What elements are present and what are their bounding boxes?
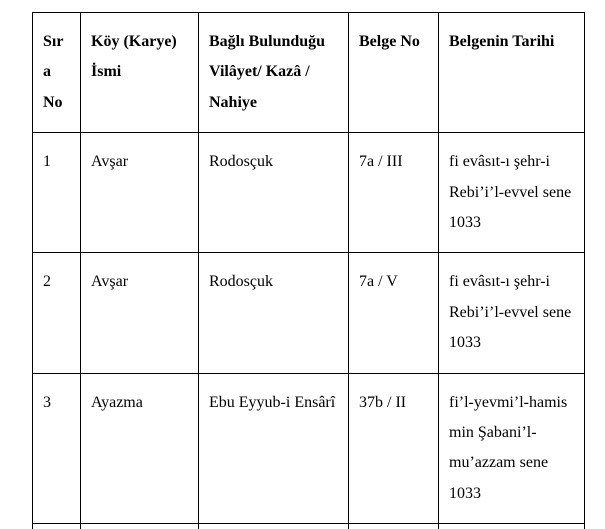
cell-bagli: Rodosçuk (199, 524, 349, 529)
cell-belge: 7a / V (349, 253, 439, 373)
cell-bagli: Rodosçuk (199, 253, 349, 373)
table-row: 2 Avşar Rodosçuk 7a / V fi evâsıt-ı şehr… (33, 253, 585, 373)
cell-sira: 2 (33, 253, 81, 373)
cell-sira: 4 (33, 524, 81, 529)
table-row: 3 Ayazma Ebu Eyyub-i Ensârî 37b / II fi’… (33, 373, 585, 524)
table-header-row: Sıra No Köy (Karye) İsmi Bağlı Bulunduğu… (33, 13, 585, 133)
cell-tarih: fi’l-yevmi’l-hamis min Şabani’l-mu’azzam… (439, 373, 585, 524)
cell-tarih: fi evâsıt-ı şehr-i Rebi’i’l-evvel sene 1… (439, 133, 585, 253)
cell-koy: Avşar (81, 133, 199, 253)
cell-koy: Avşar (81, 253, 199, 373)
col-header-koy: Köy (Karye) İsmi (81, 13, 199, 133)
village-table: Sıra No Köy (Karye) İsmi Bağlı Bulunduğu… (32, 12, 585, 529)
cell-koy: Ayazma (81, 373, 199, 524)
col-header-sira: Sıra No (33, 13, 81, 133)
cell-sira: 3 (33, 373, 81, 524)
cell-belge: 7a / III (349, 133, 439, 253)
cell-belge: 37b / II (349, 373, 439, 524)
table-row: 4 Banados Rodosçuk 13a / I fi’l-yevmi’s-… (33, 524, 585, 529)
cell-koy: Banados (81, 524, 199, 529)
col-header-tarih: Belgenin Tarihi (439, 13, 585, 133)
cell-belge: 13a / I (349, 524, 439, 529)
col-header-belge: Belge No (349, 13, 439, 133)
cell-tarih: fi evâsıt-ı şehr-i Rebi’i’l-evvel sene 1… (439, 253, 585, 373)
table-row: 1 Avşar Rodosçuk 7a / III fi evâsıt-ı şe… (33, 133, 585, 253)
col-header-bagli: Bağlı Bulunduğu Vilâyet/ Kazâ / Nahiye (199, 13, 349, 133)
cell-bagli: Ebu Eyyub-i Ensârî (199, 373, 349, 524)
cell-bagli: Rodosçuk (199, 133, 349, 253)
cell-sira: 1 (33, 133, 81, 253)
cell-tarih: fi’l-yevmi’s-sâdis (439, 524, 585, 529)
